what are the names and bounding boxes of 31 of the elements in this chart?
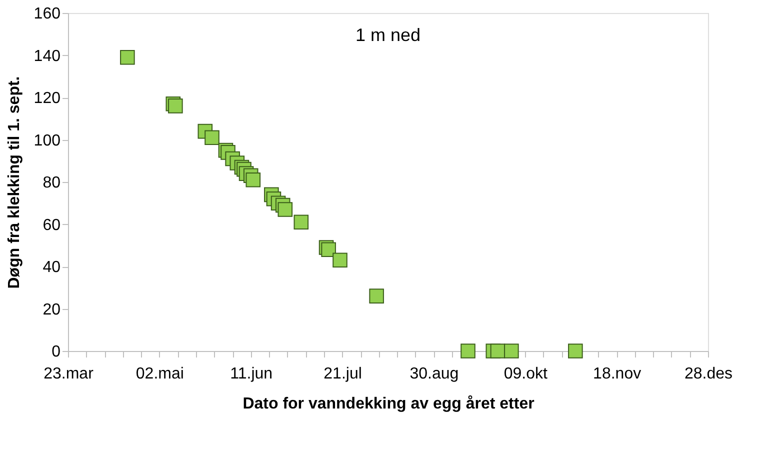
x-tick-label: 21.jul: [324, 366, 362, 382]
x-tick-label: 18.nov: [593, 366, 642, 382]
x-tick-label: 30.aug: [410, 366, 459, 382]
y-axis-title: Døgn fra klekking til 1. sept.: [6, 76, 23, 289]
y-tick-label: 140: [34, 48, 61, 65]
y-tick-label: 160: [34, 6, 61, 22]
y-tick-label: 60: [42, 216, 61, 234]
y-tick-label: 120: [34, 90, 61, 107]
y-tick-label: 40: [42, 259, 61, 276]
x-tick-label: 09.okt: [504, 366, 548, 382]
point: [568, 344, 583, 358]
y-tick-label: 20: [42, 301, 61, 318]
y-tick-label: 80: [42, 174, 61, 192]
y-tick-label: 0: [52, 344, 61, 360]
x-tick-label: 11.jun: [230, 366, 273, 382]
point: [332, 252, 348, 268]
point: [460, 344, 476, 358]
annotation: 1 m ned: [355, 25, 421, 45]
x-tick-label: 28.des: [684, 366, 733, 382]
point: [504, 344, 519, 358]
point: [294, 214, 309, 230]
point: [120, 50, 135, 65]
x-axis-title: Dato for vanndekking av egg året etter: [242, 394, 534, 412]
point: [204, 130, 220, 146]
x-tick-label: 23.mar: [44, 366, 94, 382]
point: [246, 172, 261, 188]
point: [278, 202, 293, 217]
point: [369, 288, 384, 304]
x-tick-label: 02.mai: [136, 366, 184, 382]
point: [490, 344, 506, 358]
y-tick-label: 100: [34, 132, 61, 150]
